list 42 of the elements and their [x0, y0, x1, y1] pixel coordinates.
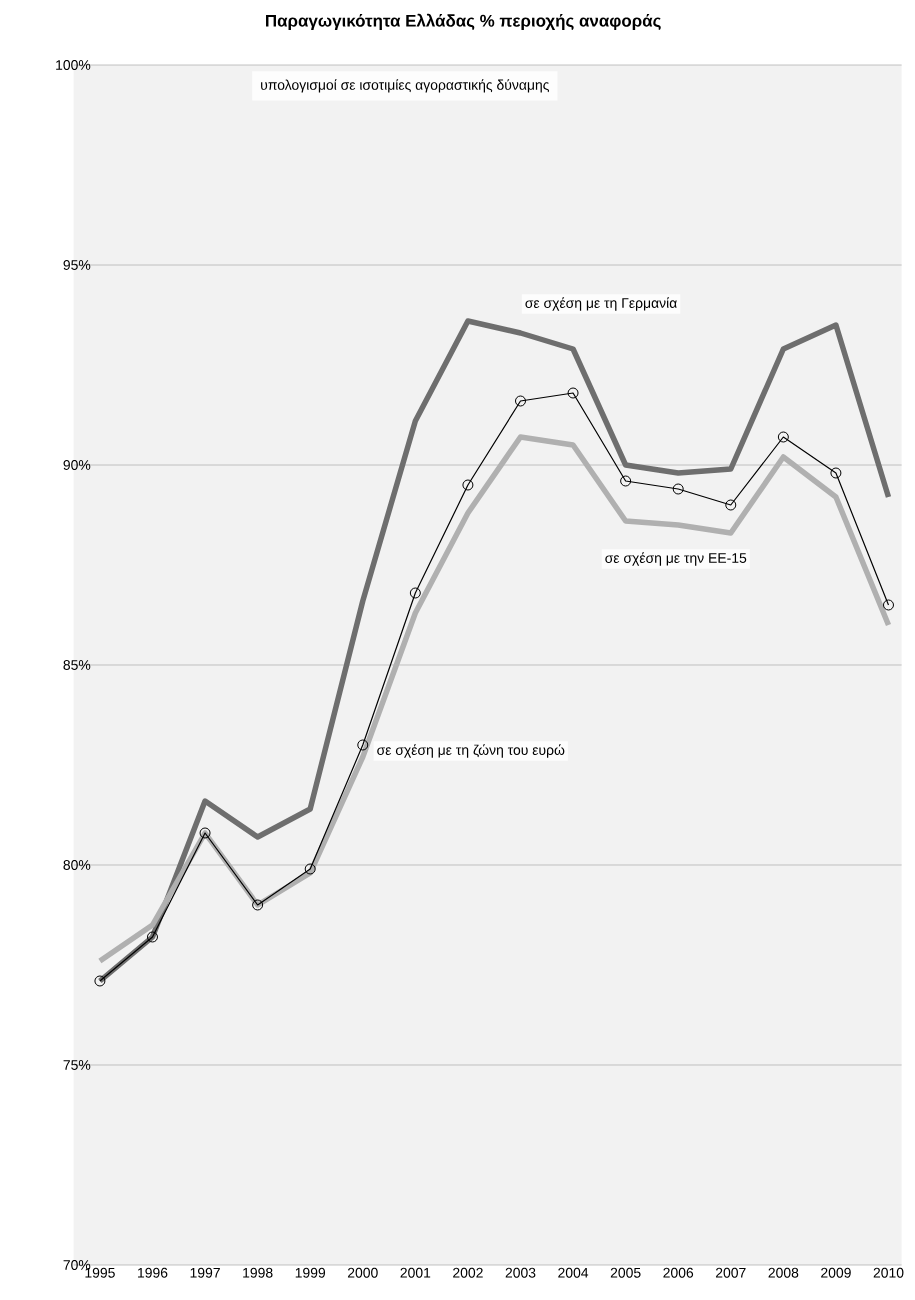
point: [462, 479, 474, 491]
point: [515, 395, 527, 407]
x-tick-label: 1999: [295, 1267, 326, 1278]
y-tick-label: 95%: [63, 260, 91, 270]
x-tick-label: 2005: [611, 1267, 641, 1278]
point: [830, 467, 842, 479]
x-tick-label: 2006: [663, 1267, 694, 1278]
point: [725, 499, 737, 511]
point: [252, 899, 264, 911]
x-tick-label: 2010: [873, 1267, 904, 1278]
point: [672, 483, 684, 495]
point: [199, 827, 211, 839]
y-tick-label: 90%: [63, 460, 91, 470]
point: [620, 475, 632, 487]
y-tick-label: 80%: [63, 860, 91, 870]
series-label: σε σχέση με την ΕΕ-15: [605, 552, 747, 566]
y-tick-label: 75%: [63, 1060, 91, 1070]
x-tick-label: 1997: [190, 1267, 221, 1278]
x-tick-label: 1998: [243, 1267, 273, 1278]
point: [410, 587, 422, 599]
x-tick-label: 2004: [558, 1267, 589, 1278]
point: [357, 739, 369, 751]
x-tick-label: 2001: [400, 1267, 431, 1278]
y-tick-label: 100%: [56, 60, 91, 70]
point: [147, 931, 159, 943]
y-tick-label: 85%: [63, 660, 91, 670]
x-tick-label: 2002: [453, 1267, 483, 1278]
series-label: σε σχέση με τη ζώνη του ευρώ: [377, 744, 565, 758]
x-tick-label: 2000: [348, 1267, 378, 1278]
x-tick-label: 2007: [716, 1267, 746, 1278]
x-tick-label: 2009: [821, 1267, 851, 1278]
point: [567, 387, 579, 399]
x-tick-label: 2003: [505, 1267, 536, 1278]
chart-title: Παραγωγικότητα Ελλάδας % περιοχής αναφοράς: [266, 13, 661, 31]
x-tick-label: 2008: [768, 1267, 799, 1278]
point: [94, 975, 106, 987]
series-label: σε σχέση με τη Γερμανία: [525, 297, 678, 311]
point: [883, 599, 895, 611]
text: υπολογισμοί σε ισοτιμίες αγοραστικής δύναμης: [261, 79, 550, 93]
point: [778, 431, 790, 443]
point: [304, 863, 316, 875]
x-tick-label: 1996: [138, 1267, 168, 1278]
